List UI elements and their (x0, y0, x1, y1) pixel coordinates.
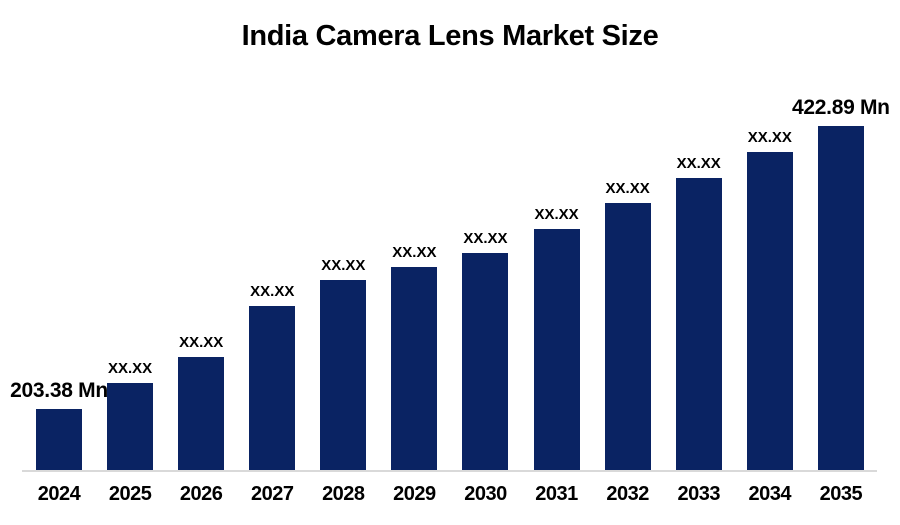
x-axis-tick-label: 2035 (819, 483, 863, 505)
bar (320, 280, 367, 471)
bar-group: XX.XX (533, 207, 580, 471)
bar (36, 409, 82, 471)
bar-value-label: XX.XX (747, 129, 792, 146)
bar-group: 203.38 Mn (10, 380, 108, 471)
x-axis-labels: 2024 2025 2026 2027 2028 2029 2030 2031 2032 2033… (36, 483, 864, 505)
bar-group: XX.XX (320, 258, 367, 471)
x-axis-line (22, 470, 877, 472)
x-axis-tick-label: 2024 (37, 483, 81, 505)
bar-chart-bars: 203.38 Mn XX.XX XX.XX XX.XX XX.XX XX.XX XX.XX X… (10, 90, 890, 471)
bar (817, 126, 864, 471)
bar-group: XX.XX (107, 361, 154, 471)
bar-value-label: XX.XX (605, 180, 650, 197)
bar-group: XX.XX (178, 335, 225, 471)
bar-value-label: XX.XX (250, 283, 295, 300)
x-axis-tick-label: 2029 (393, 483, 436, 505)
bar (675, 178, 722, 471)
x-axis-tick-label: 2030 (464, 483, 507, 505)
bar-value-label: XX.XX (179, 334, 224, 351)
bar (391, 267, 438, 471)
chart-title: India Camera Lens Market Size (241, 20, 659, 52)
bar-group: XX.XX (675, 156, 722, 471)
x-axis-tick-label: 2034 (748, 483, 792, 505)
bar-group: XX.XX (462, 231, 509, 471)
x-axis-tick-label: 2025 (108, 483, 152, 505)
bar (107, 383, 154, 471)
bar-group: XX.XX (604, 181, 651, 471)
bar (533, 229, 580, 471)
bar-value-label: XX.XX (463, 230, 508, 247)
bar (604, 203, 651, 471)
bar (746, 152, 793, 471)
x-axis-tick-label: 2031 (535, 483, 578, 505)
bar-group: XX.XX (249, 284, 296, 471)
bar-group: XX.XX (391, 245, 438, 471)
bar (178, 357, 225, 471)
bar-value-label: 203.38 Mn (10, 379, 108, 402)
bar-value-label: XX.XX (676, 155, 721, 172)
bar-value-label: 422.89 Mn (792, 96, 890, 119)
x-axis-tick-label: 2032 (606, 483, 649, 505)
x-axis-tick-label: 2028 (322, 483, 365, 505)
bar-group: 422.89 Mn (792, 97, 890, 471)
x-axis-tick-label: 2033 (677, 483, 720, 505)
bar-value-label: XX.XX (107, 360, 153, 377)
bar-value-label: XX.XX (321, 257, 366, 274)
x-axis-tick-label: 2026 (179, 483, 223, 505)
bar (462, 253, 509, 471)
bar-value-label: XX.XX (392, 244, 437, 261)
x-axis-tick-label: 2027 (250, 483, 294, 505)
bar-value-label: XX.XX (534, 206, 579, 223)
bar-group: XX.XX (746, 130, 793, 471)
bar (249, 306, 296, 471)
